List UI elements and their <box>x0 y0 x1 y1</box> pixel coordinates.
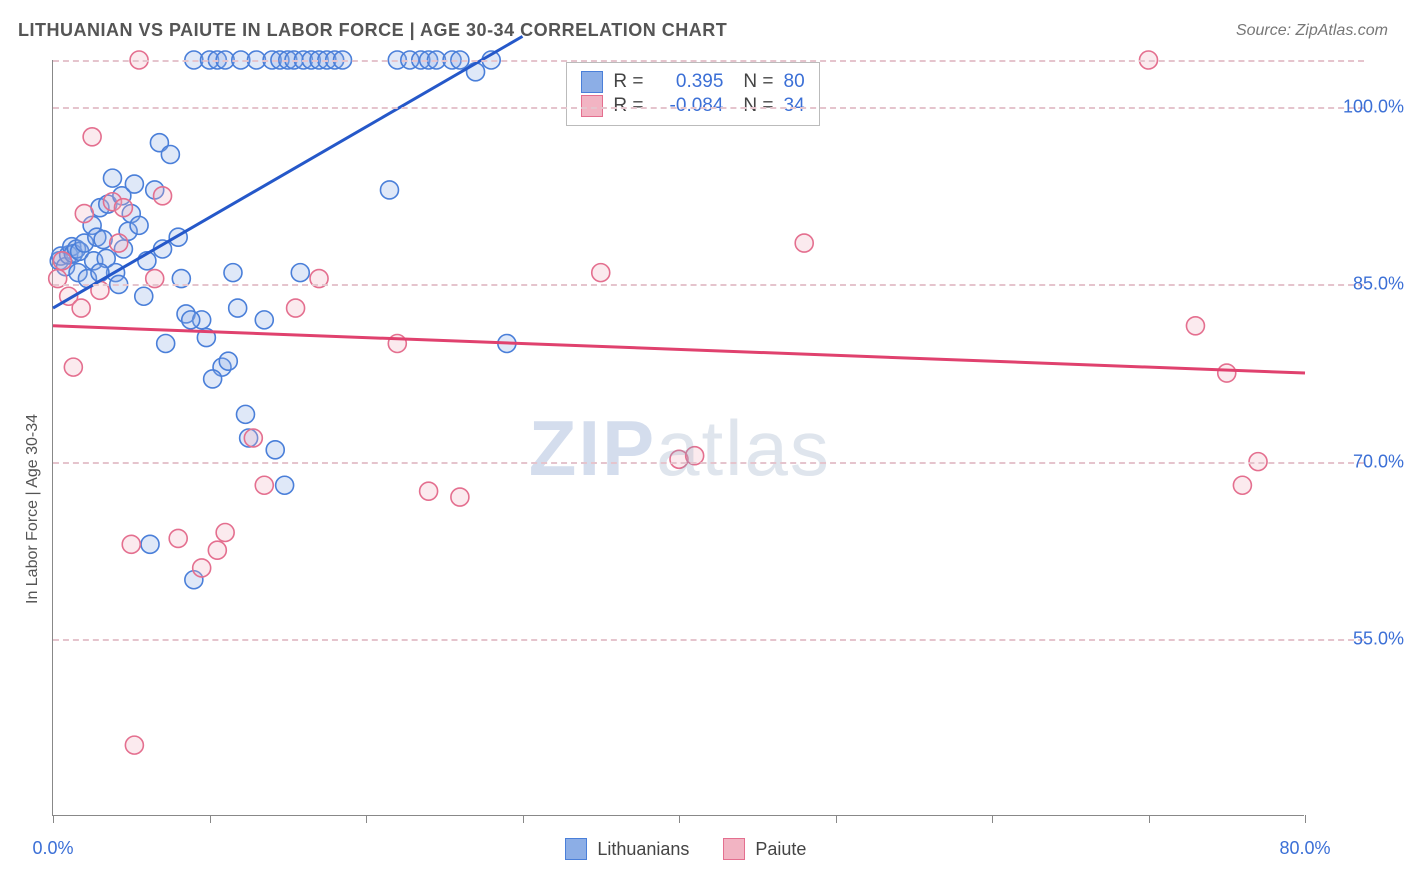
legend-row: R = 0.395 N = 80 <box>581 71 804 93</box>
data-point <box>125 175 143 193</box>
x-tick <box>1305 815 1306 823</box>
r-label: R = <box>613 95 643 117</box>
x-tick <box>836 815 837 823</box>
data-point <box>204 370 222 388</box>
data-point <box>795 234 813 252</box>
n-label: N = <box>743 95 773 117</box>
data-point <box>380 181 398 199</box>
data-point <box>291 264 309 282</box>
y-tick-label: 85.0% <box>1314 274 1404 295</box>
legend-swatch <box>581 95 603 117</box>
legend-label: Paiute <box>755 839 806 860</box>
data-point <box>135 287 153 305</box>
data-point <box>224 264 242 282</box>
n-value: 80 <box>784 71 805 93</box>
data-point <box>130 216 148 234</box>
n-label: N = <box>743 71 773 93</box>
data-point <box>276 476 294 494</box>
chart-title: LITHUANIAN VS PAIUTE IN LABOR FORCE | AG… <box>18 20 727 41</box>
data-point <box>255 311 273 329</box>
x-tick <box>210 815 211 823</box>
legend-swatch <box>581 71 603 93</box>
data-point <box>451 488 469 506</box>
data-point <box>244 429 262 447</box>
series-legend: Lithuanians Paiute <box>565 838 806 860</box>
y-axis-label: In Labor Force | Age 30-34 <box>24 414 42 604</box>
grid-line <box>53 639 1364 641</box>
correlation-legend: R = 0.395 N = 80 R = -0.084 N = 34 <box>566 62 819 126</box>
data-point <box>83 128 101 146</box>
trend-line <box>53 326 1305 373</box>
data-point <box>103 169 121 187</box>
plot-area: ZIPatlas R =0.395N =80R =-0.084N =34 55.… <box>52 60 1304 816</box>
legend-swatch <box>723 838 745 860</box>
data-point <box>161 146 179 164</box>
chart-source: Source: ZipAtlas.com <box>1236 22 1388 40</box>
data-point <box>219 352 237 370</box>
legend-item: Paiute <box>723 838 806 860</box>
x-tick-label: 80.0% <box>1279 838 1330 859</box>
data-point <box>208 541 226 559</box>
x-tick-label: 0.0% <box>32 838 73 859</box>
grid-line <box>53 284 1364 286</box>
data-point <box>229 299 247 317</box>
y-tick-label: 100.0% <box>1314 97 1404 118</box>
data-point <box>420 482 438 500</box>
data-point <box>1218 364 1236 382</box>
data-point <box>110 234 128 252</box>
data-point <box>193 559 211 577</box>
data-point <box>1233 476 1251 494</box>
x-tick <box>679 815 680 823</box>
x-tick <box>992 815 993 823</box>
data-point <box>592 264 610 282</box>
x-tick <box>366 815 367 823</box>
data-point <box>75 205 93 223</box>
r-label: R = <box>613 71 643 93</box>
data-point <box>53 252 71 270</box>
data-point <box>182 311 200 329</box>
data-point <box>72 299 90 317</box>
data-point <box>154 187 172 205</box>
r-value: -0.084 <box>653 95 723 117</box>
legend-swatch <box>565 838 587 860</box>
legend-item: Lithuanians <box>565 838 689 860</box>
x-tick <box>1149 815 1150 823</box>
data-point <box>236 405 254 423</box>
data-point <box>125 736 143 754</box>
grid-line <box>53 60 1364 62</box>
data-point <box>1186 317 1204 335</box>
data-point <box>157 335 175 353</box>
data-point <box>287 299 305 317</box>
data-point <box>266 441 284 459</box>
x-tick <box>53 815 54 823</box>
trend-line <box>53 36 523 308</box>
y-tick-label: 55.0% <box>1314 628 1404 649</box>
watermark: ZIPatlas <box>529 403 831 494</box>
data-point <box>122 535 140 553</box>
y-tick-label: 70.0% <box>1314 451 1404 472</box>
grid-line <box>53 107 1364 109</box>
data-point <box>64 358 82 376</box>
data-point <box>114 199 132 217</box>
data-point <box>169 529 187 547</box>
grid-line <box>53 462 1364 464</box>
data-point <box>255 476 273 494</box>
data-point <box>141 535 159 553</box>
legend-label: Lithuanians <box>597 839 689 860</box>
legend-row: R = -0.084 N = 34 <box>581 95 804 117</box>
n-value: 34 <box>784 95 805 117</box>
data-point <box>216 524 234 542</box>
r-value: 0.395 <box>653 71 723 93</box>
x-tick <box>523 815 524 823</box>
